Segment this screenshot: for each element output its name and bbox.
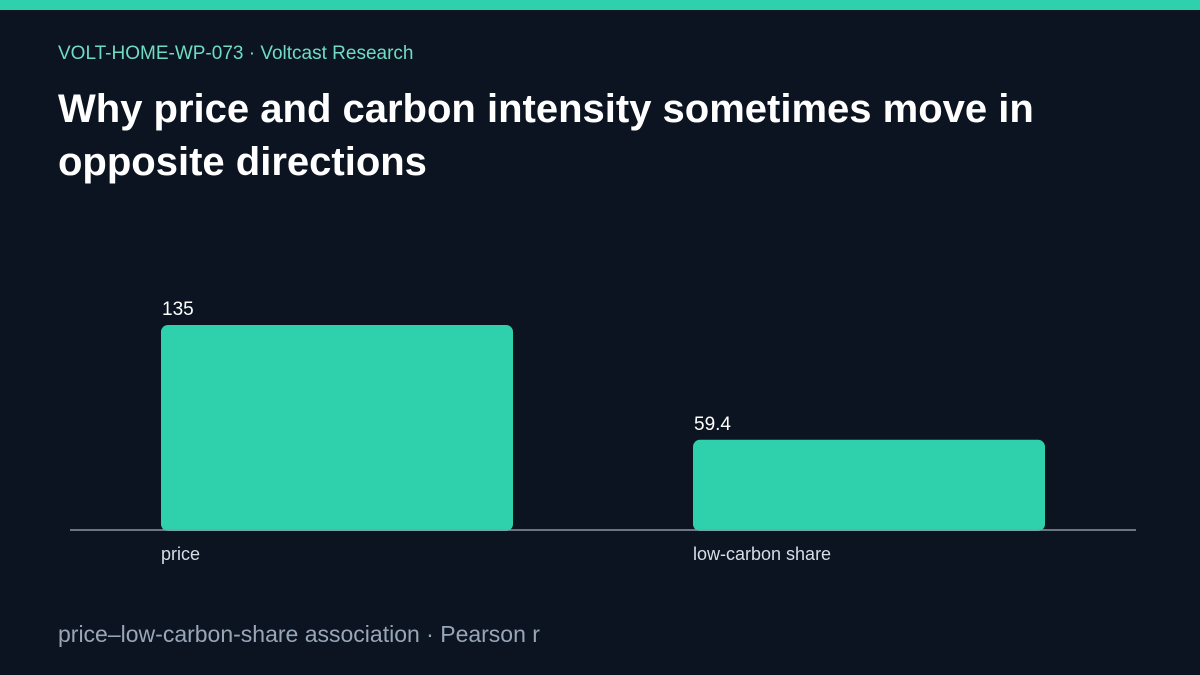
category-tick-label: low-carbon share (693, 544, 831, 564)
category-tick-label: price (161, 544, 200, 564)
bar-price (161, 325, 513, 531)
accent-top-bar (0, 0, 1200, 10)
bars-layer (161, 325, 1045, 531)
bar-value-label: 59.4 (694, 414, 731, 435)
chart-footnote: price–low-carbon-share association · Pea… (58, 621, 540, 647)
chart-title: Why price and carbon intensity sometimes… (58, 87, 1034, 184)
report-kicker: VOLT-HOME-WP-073 · Voltcast Research (58, 43, 414, 64)
labels-layer: 135 price 59.4 low-carbon share (161, 299, 831, 564)
bar-low-carbon-share (693, 439, 1045, 531)
bar-value-label: 135 (162, 299, 194, 320)
